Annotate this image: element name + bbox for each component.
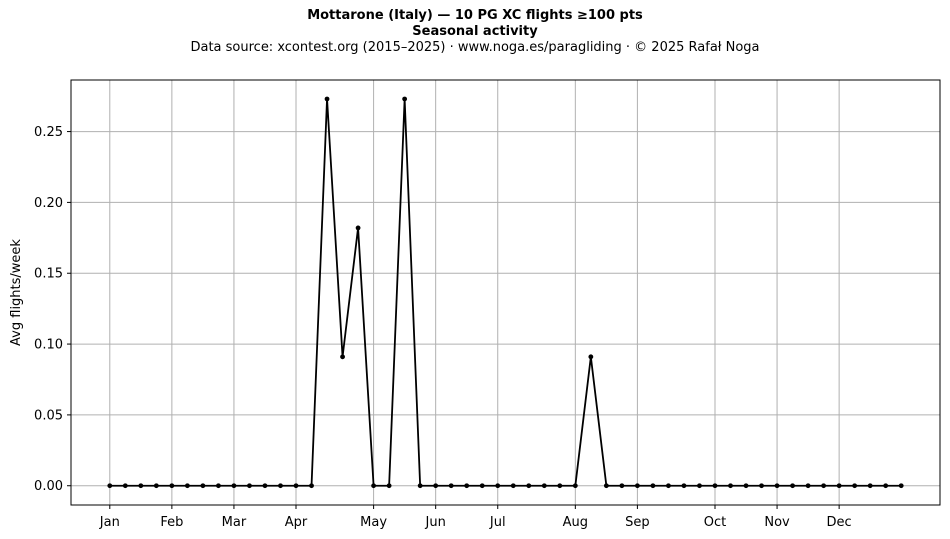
chart-titles: Mottarone (Italy) — 10 PG XC flights ≥10… (0, 8, 950, 56)
x-tick-label: Nov (764, 515, 790, 530)
data-point (790, 483, 795, 489)
data-point (603, 483, 609, 489)
y-axis: 0.00 0.05 0.10 0.15 0.20 0.25 (34, 125, 71, 494)
x-tick-label: Mar (222, 515, 247, 530)
series-layer (107, 96, 904, 489)
data-point (619, 483, 625, 489)
x-axis: Jan Feb Mar Apr May Jun Jul Aug Sep Oct Nov Dec (99, 505, 852, 530)
y-tick-label: 0.15 (34, 267, 63, 282)
data-point (666, 483, 671, 489)
x-tick-label: Feb (160, 515, 183, 530)
y-tick-label: 0.25 (34, 125, 63, 140)
data-point (495, 483, 501, 489)
data-point (386, 483, 392, 489)
data-point (278, 483, 283, 489)
data-point (759, 483, 764, 489)
data-point (697, 483, 702, 489)
data-point (650, 483, 656, 489)
data-source-line: Data source: xcontest.org (2015–2025) · … (190, 40, 760, 55)
y-tick-label: 0.05 (34, 408, 63, 423)
y-tick-label: 0.10 (34, 338, 63, 353)
data-point (417, 483, 423, 489)
data-point (324, 96, 330, 102)
data-point (200, 483, 206, 489)
data-point (557, 483, 563, 489)
x-tick-label: Jan (99, 515, 120, 530)
data-point (309, 483, 314, 489)
data-point (464, 483, 470, 489)
x-tick-label: Jul (489, 515, 506, 530)
data-point (184, 483, 190, 489)
y-tick-label: 0.20 (34, 196, 63, 211)
data-point (821, 483, 827, 489)
x-tick-label: Aug (563, 515, 588, 530)
chart-subtitle: Seasonal activity (412, 24, 538, 39)
x-tick-label: May (360, 515, 387, 530)
data-point (836, 483, 842, 489)
data-point (153, 483, 159, 489)
data-point (541, 483, 547, 489)
x-tick-label: Sep (625, 515, 650, 530)
y-tick-label: 0.00 (34, 479, 63, 494)
data-point (635, 483, 640, 489)
data-point (355, 225, 361, 231)
x-tick-label: Apr (285, 515, 308, 530)
data-point (805, 483, 811, 489)
data-point (340, 354, 345, 360)
data-point (433, 483, 439, 489)
data-point (138, 483, 144, 489)
data-point (231, 483, 237, 489)
data-point (169, 483, 175, 489)
data-point (712, 483, 718, 489)
data-point (852, 483, 858, 489)
plot-frame (70, 79, 941, 506)
grid-lines (71, 80, 940, 505)
data-point (122, 483, 128, 489)
x-tick-label: Dec (827, 515, 852, 530)
data-point (262, 483, 268, 489)
chart-title: Mottarone (Italy) — 10 PG XC flights ≥10… (307, 8, 643, 23)
data-point (510, 483, 516, 489)
data-point (107, 483, 113, 489)
data-point (479, 483, 485, 489)
y-axis-title: Avg flights/week (9, 239, 24, 346)
x-tick-label: Oct (704, 515, 726, 530)
data-point (572, 483, 578, 489)
series-line (109, 98, 902, 487)
data-point (774, 483, 780, 489)
x-tick-label: Jun (425, 515, 446, 530)
data-point (526, 483, 532, 489)
data-point (728, 483, 733, 489)
data-point (448, 483, 454, 489)
data-point (402, 96, 408, 102)
data-point (293, 483, 299, 489)
data-point (867, 483, 873, 489)
data-point (743, 483, 749, 489)
data-point (216, 483, 221, 489)
data-point (588, 354, 594, 360)
data-point (247, 483, 252, 489)
data-point (883, 483, 889, 489)
data-point (898, 483, 904, 489)
data-point (371, 483, 376, 489)
data-point (681, 483, 687, 489)
